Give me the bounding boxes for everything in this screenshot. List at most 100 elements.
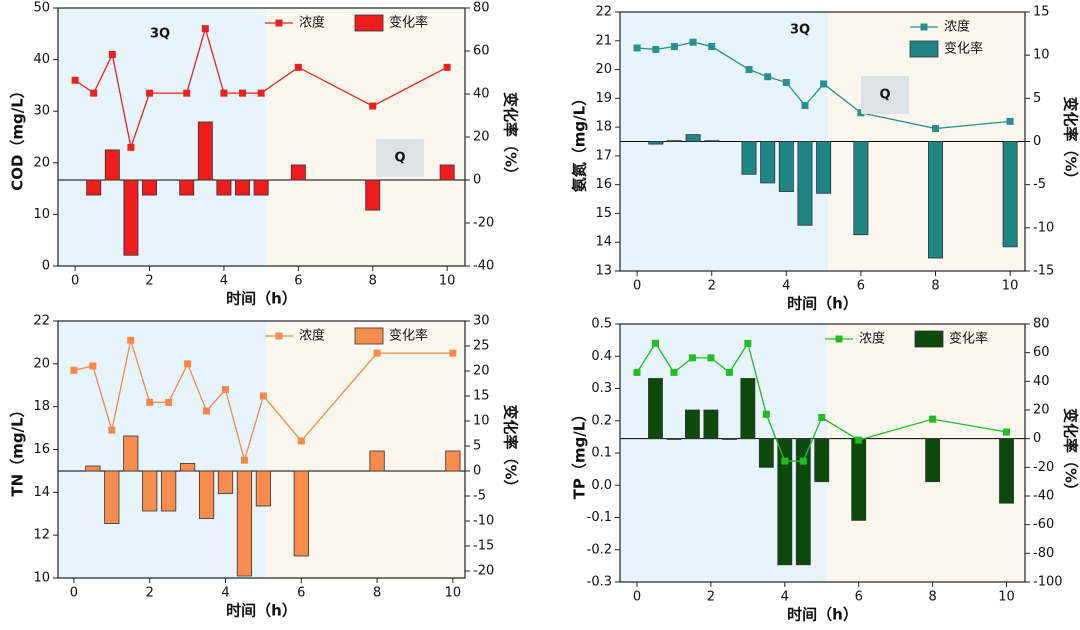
- x-tick-label: 6: [297, 586, 305, 601]
- y-tick-label: 13: [595, 264, 612, 279]
- bar: [928, 141, 943, 259]
- y-tick-label: 18: [33, 399, 50, 414]
- y-tick-label: 0.3: [591, 381, 612, 396]
- marker: [220, 89, 228, 97]
- shaded-region: [265, 8, 465, 266]
- x-tick-label: 6: [294, 274, 302, 289]
- marker: [633, 44, 641, 52]
- y2-tick-label: 60: [473, 44, 490, 59]
- marker: [240, 456, 248, 464]
- y-tick-label: 30: [33, 104, 50, 119]
- bar: [703, 409, 719, 440]
- annotation: 3Q: [790, 23, 810, 38]
- x-tick-label: 2: [145, 274, 153, 289]
- y-tick-label: 16: [33, 442, 50, 457]
- legend-label: 浓度: [299, 15, 325, 31]
- y-tick-label: 10: [33, 571, 50, 586]
- marker: [931, 125, 939, 133]
- shaded-region: [58, 321, 267, 578]
- bar: [816, 141, 832, 194]
- y2-tick-label: -20: [1033, 460, 1054, 475]
- y2-axis-title: 变化率（%）: [1062, 96, 1080, 186]
- x-tick-label: 4: [221, 586, 229, 601]
- marker: [1003, 428, 1011, 436]
- y2-tick-label: 10: [473, 414, 490, 429]
- y2-tick-label: 0: [473, 173, 481, 188]
- shaded-region: [58, 8, 266, 266]
- y-tick-label: 0.1: [591, 446, 612, 461]
- marker: [146, 398, 154, 406]
- bar: [704, 140, 720, 142]
- marker: [70, 366, 78, 374]
- y-tick-label: 20: [33, 155, 50, 170]
- y-tick-label: 22: [595, 5, 612, 20]
- line: [73, 340, 453, 463]
- bar: [253, 179, 269, 196]
- bar: [198, 470, 215, 519]
- legend-label: 浓度: [944, 19, 970, 35]
- y-tick-label: 0.5: [591, 317, 612, 332]
- marker: [670, 368, 678, 376]
- x-tick-label: 8: [373, 586, 381, 601]
- bar: [758, 438, 774, 468]
- x-tick-label: 2: [146, 586, 154, 601]
- marker: [745, 66, 753, 74]
- y-tick-label: 14: [33, 485, 50, 500]
- bar: [797, 141, 813, 226]
- x-tick-label: 0: [633, 590, 641, 605]
- bar: [741, 141, 757, 175]
- x-tick-label: 10: [439, 274, 456, 289]
- y2-tick-label: -80: [1033, 546, 1054, 561]
- bar: [142, 179, 157, 196]
- marker: [89, 362, 97, 370]
- y2-tick-label: -10: [1033, 220, 1054, 235]
- bar: [293, 470, 309, 557]
- marker: [90, 89, 98, 97]
- bar: [104, 470, 120, 524]
- marker: [127, 336, 135, 344]
- panel: 0 2 4 6 8 10 0 10 20 30 40 50 -40 -20 0 20 40 60 80 时间（h） CO…: [9, 1, 520, 308]
- x-tick-label: 4: [781, 590, 789, 605]
- y-tick-label: 40: [33, 52, 50, 67]
- bar: [777, 438, 793, 566]
- y2-tick-label: 40: [473, 87, 490, 102]
- bar: [85, 465, 101, 472]
- y2-tick-label: 15: [473, 389, 490, 404]
- bar: [445, 450, 461, 472]
- marker: [762, 410, 770, 418]
- bar: [235, 179, 250, 196]
- y2-tick-label: -5: [1033, 177, 1046, 192]
- y-axis-title: 氨氮（mg/L）: [571, 91, 589, 192]
- bar: [439, 164, 455, 181]
- y2-tick-label: -100: [1033, 575, 1063, 590]
- marker: [108, 50, 116, 58]
- y2-tick-label: -40: [1033, 489, 1054, 504]
- marker: [688, 354, 696, 362]
- legend-swatch: [354, 327, 384, 345]
- x-tick-label: 8: [928, 590, 936, 605]
- legend-marker: [275, 332, 283, 340]
- bar: [925, 438, 941, 483]
- legend-label: 变化率: [949, 331, 988, 347]
- marker: [108, 426, 116, 434]
- marker: [633, 368, 641, 376]
- bar: [217, 470, 234, 494]
- marker: [201, 25, 209, 33]
- panel: 0 2 4 6 8 10 -0.3 -0.2 -0.1 0.0 0.1 0.2 0.3 0.4 0.5 -10…: [571, 317, 1080, 624]
- bar: [795, 438, 811, 566]
- y-tick-label: 22: [33, 314, 50, 329]
- bar: [142, 470, 158, 512]
- bar: [1002, 141, 1018, 248]
- y-tick-label: -0.1: [587, 510, 612, 525]
- x-tick-label: 2: [708, 279, 716, 294]
- marker: [221, 386, 229, 394]
- legend-swatch: [909, 40, 939, 58]
- marker: [1006, 117, 1014, 125]
- marker: [449, 349, 457, 357]
- y2-tick-label: 0: [1033, 134, 1041, 149]
- y2-tick-label: -15: [473, 539, 494, 554]
- y-tick-label: 12: [33, 528, 50, 543]
- y-axis-title: TP（mg/L）: [571, 407, 589, 500]
- legend-swatch: [914, 330, 944, 348]
